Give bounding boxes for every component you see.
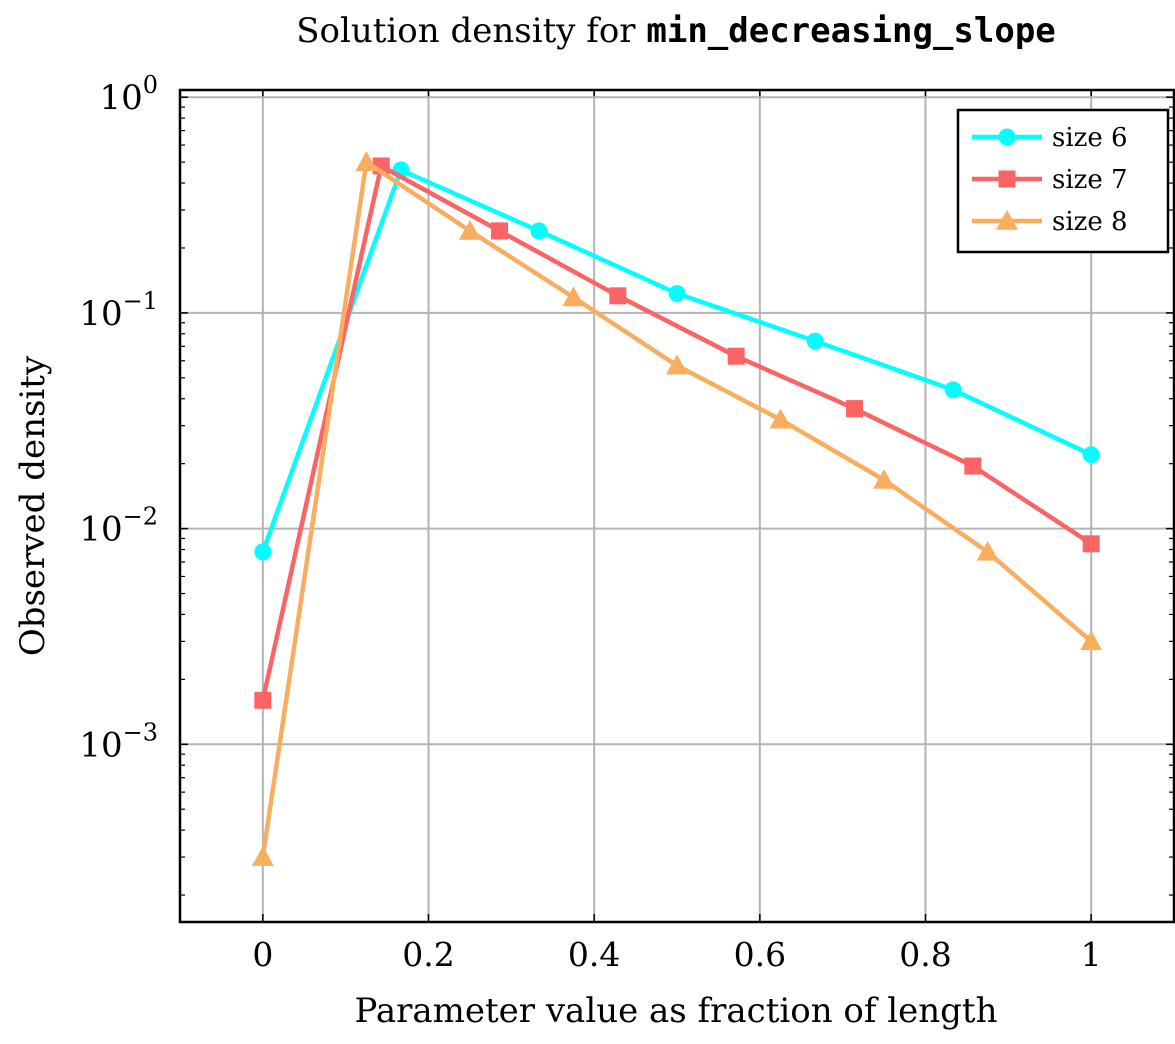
series-line-3 (260, 159, 1093, 858)
x-axis-label: Parameter value as fraction of length (355, 991, 998, 1031)
data-point-circle (530, 222, 548, 240)
y-tick-base: 10 (79, 294, 122, 334)
data-point-triangle (769, 408, 792, 429)
y-axis-label: Observed density (13, 355, 53, 656)
data-point-triangle (1080, 630, 1103, 651)
legend-label: size 6 (1052, 123, 1128, 153)
y-tick-base: 10 (79, 510, 122, 550)
x-tick-label: 0.6 (734, 935, 786, 974)
data-point-triangle (251, 846, 274, 866)
legend-marker (996, 210, 1018, 230)
data-point-triangle (458, 219, 481, 240)
chart-title-code: min_decreasing_slope (646, 11, 1055, 51)
y-tick-label: 10−3 (79, 718, 158, 765)
chart-title: Solution density for min_decreasing_slop… (296, 11, 1056, 51)
chart-title-prefix: Solution density for (296, 11, 646, 51)
data-point-circle (254, 543, 272, 561)
data-point-square (254, 691, 272, 709)
data-point-triangle (976, 540, 999, 561)
data-point-triangle (562, 286, 585, 307)
x-tick-label: 0.8 (899, 935, 951, 974)
data-point-square (964, 457, 982, 475)
y-tick-exp: −2 (123, 503, 158, 531)
data-point-circle (668, 285, 686, 303)
x-tick-labels: 0 0.2 0.4 0.6 0.8 1 (252, 935, 1101, 974)
data-point-square (846, 400, 864, 418)
data-point-square (1082, 535, 1100, 553)
y-tick-label: 100 (99, 71, 158, 118)
y-tick-label: 10−2 (79, 503, 158, 550)
x-tick-label: 0.2 (402, 935, 454, 974)
y-tick-base: 10 (99, 78, 142, 118)
legend-label: size 8 (1052, 207, 1128, 237)
y-tick-label: 10−1 (79, 287, 158, 334)
x-tick-label: 1 (1081, 935, 1102, 974)
data-point-circle (944, 381, 962, 399)
grid (180, 90, 1174, 922)
legend-marker (998, 128, 1016, 146)
legend-label: size 7 (1052, 165, 1128, 195)
data-point-triangle (666, 354, 688, 375)
data-point-square (490, 222, 508, 240)
legend-marker (998, 170, 1016, 188)
data-point-triangle (355, 151, 378, 171)
legend: size 6 size 7 size 8 (956, 108, 1170, 254)
series-lines (251, 151, 1103, 866)
y-tick-exp: −1 (123, 287, 158, 315)
x-tick-label: 0 (252, 935, 273, 974)
plot-frame (178, 88, 1175, 924)
data-point-circle (806, 332, 824, 350)
data-point-square (727, 347, 745, 365)
data-point-square (609, 287, 627, 305)
data-point-triangle (873, 468, 896, 489)
data-point-circle (1082, 446, 1100, 464)
y-tick-base: 10 (79, 725, 122, 765)
y-tick-exp: 0 (143, 71, 158, 99)
x-tick-label: 0.4 (568, 935, 620, 974)
series-line-2 (260, 163, 1093, 701)
y-tick-exp: −3 (123, 718, 158, 746)
